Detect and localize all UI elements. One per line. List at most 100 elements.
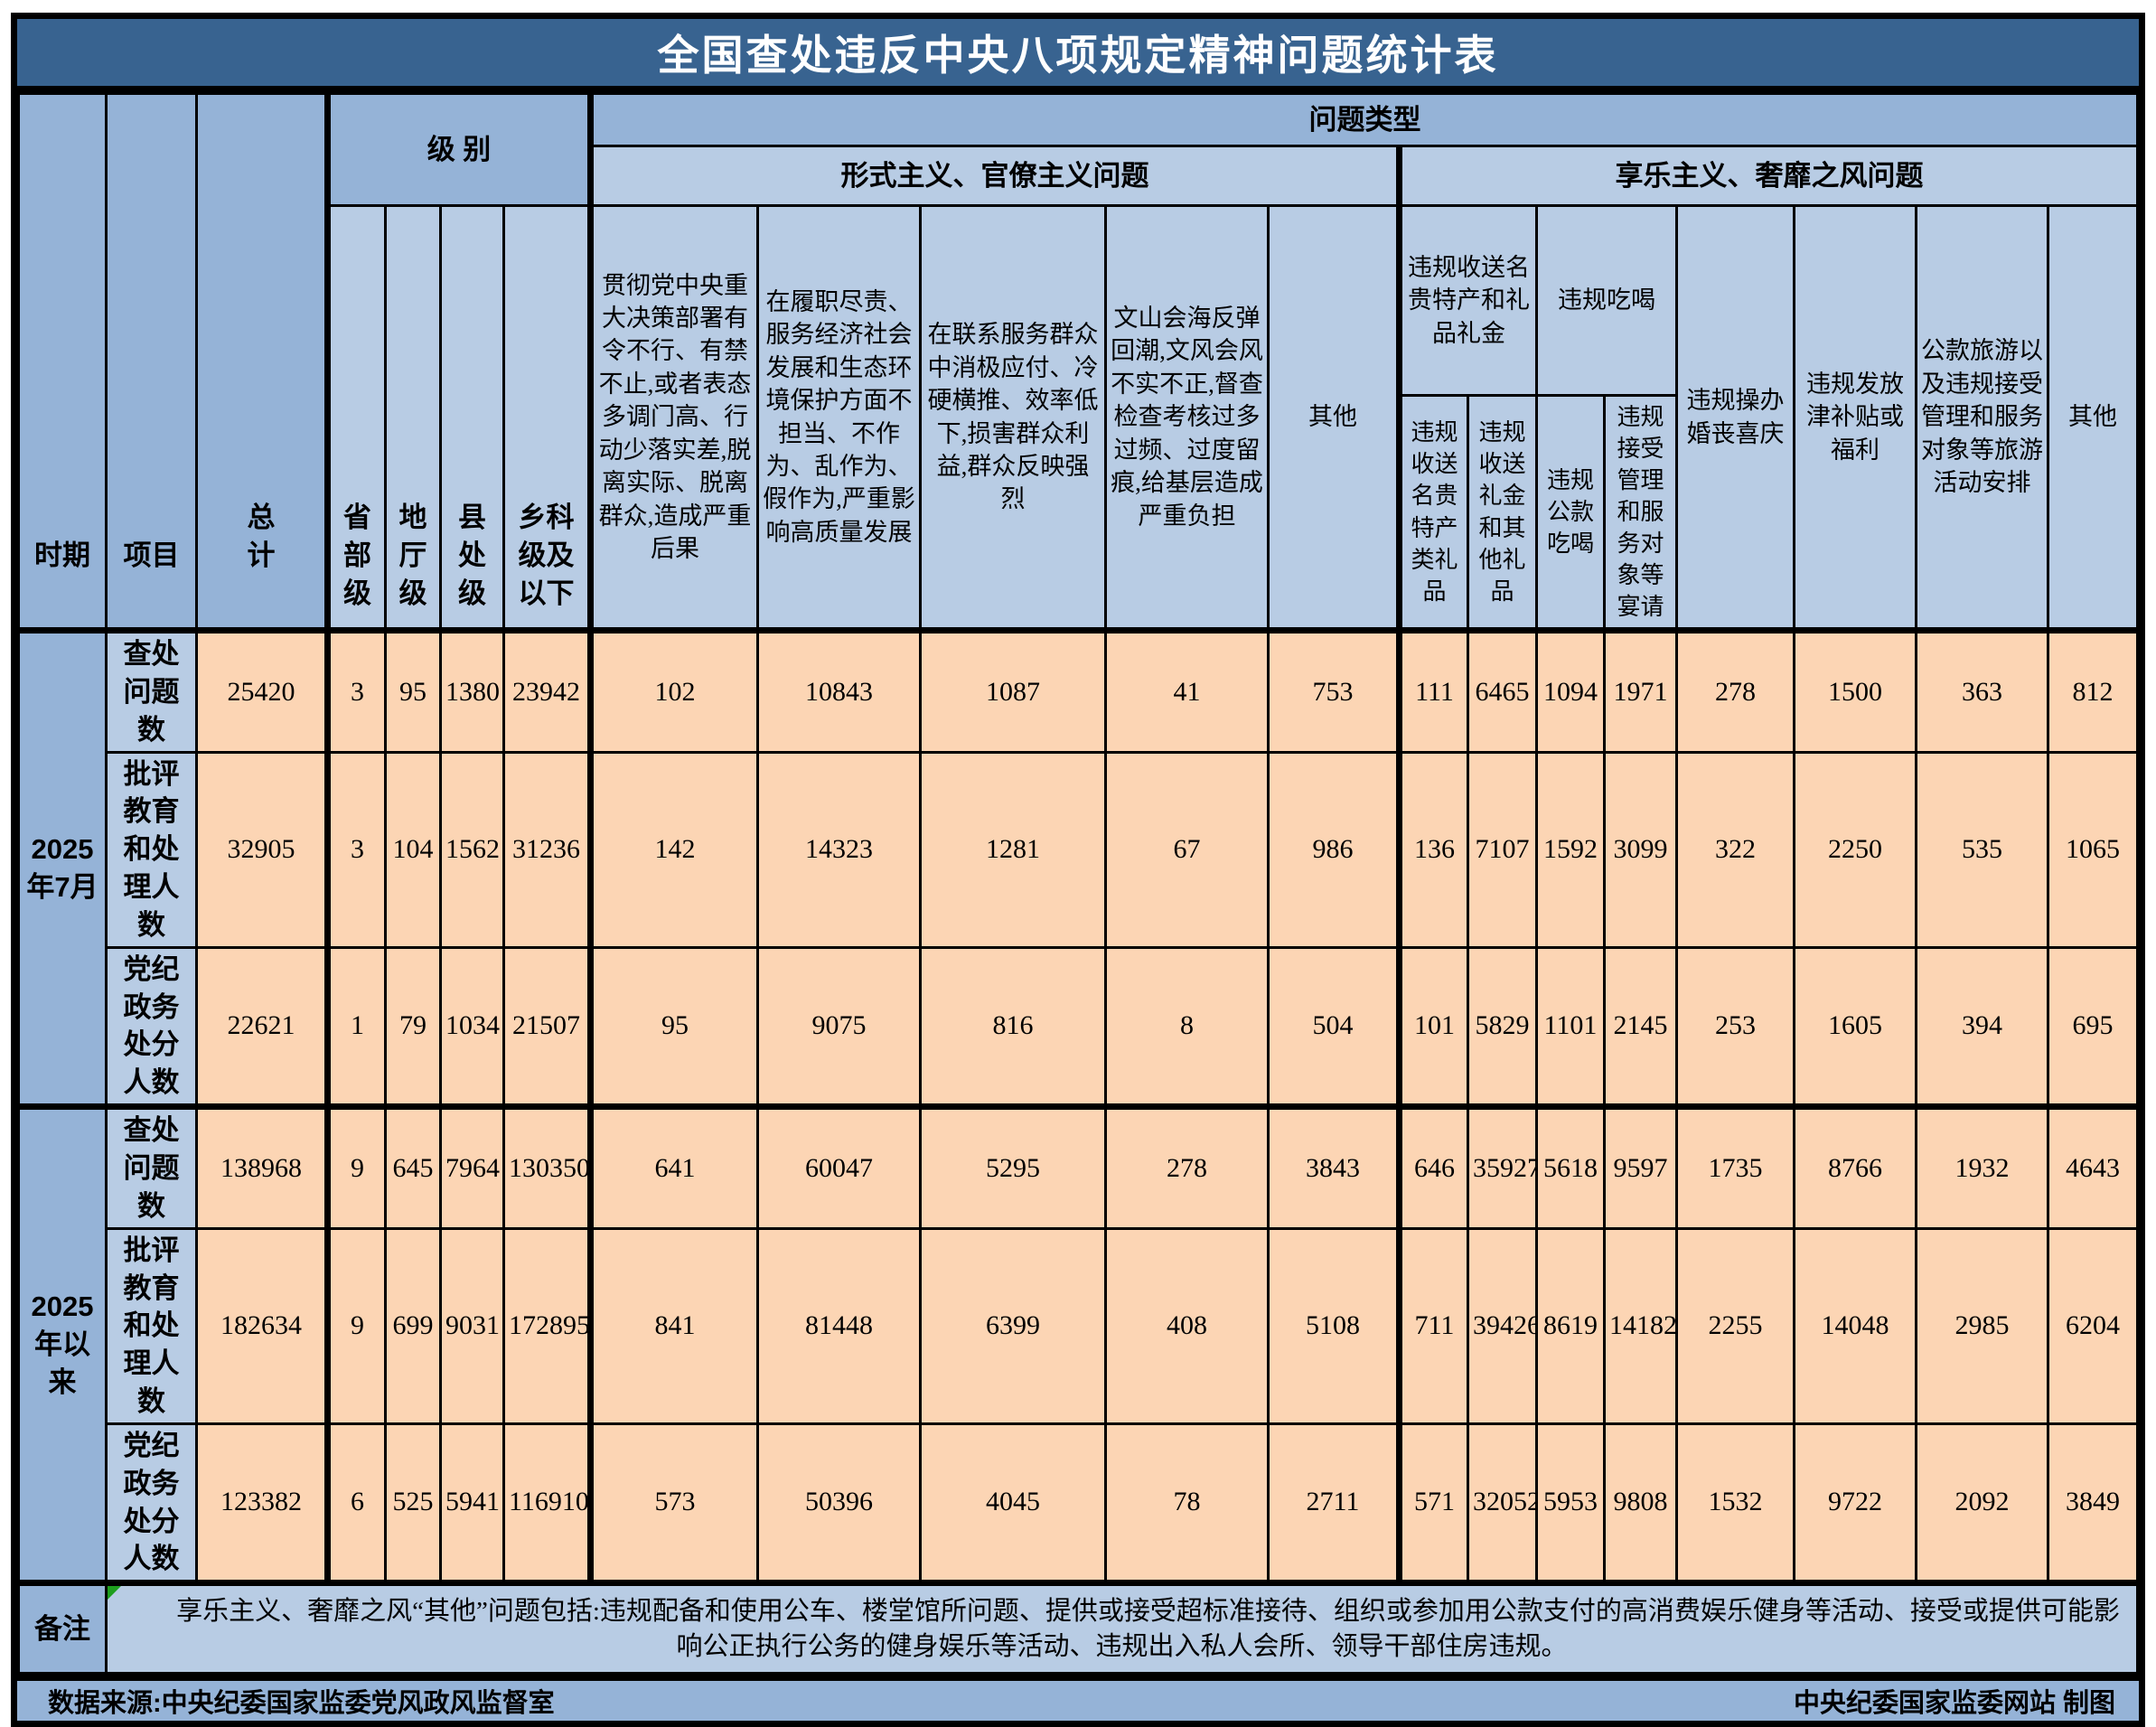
table-row: 党纪政务处分人数 123382 6 525 5941 116910 573 50396 4045…	[19, 1422, 2139, 1585]
value-cell: 142	[587, 750, 759, 949]
value-cell: 8766	[1793, 1103, 1917, 1230]
header-desc-col-masses: 在联系服务群众中消极应付、冷硬横推、效率低下,损害群众利益,群众反映强烈	[919, 204, 1107, 632]
header-level-col-township: 乡科级及以下	[502, 204, 592, 632]
value-cell: 130350	[502, 1103, 592, 1230]
header-total: 总 计	[195, 92, 329, 632]
row-label: 查处问题数	[105, 627, 198, 754]
value-cell: 60047	[756, 1103, 922, 1230]
value-cell: 5295	[919, 1103, 1107, 1230]
value-cell: 641	[587, 1103, 759, 1230]
value-cell: 986	[1267, 750, 1401, 949]
header-subcol-public-dining: 违规公款吃喝	[1535, 394, 1606, 632]
header-formalism-other-col: 其他	[1267, 204, 1401, 632]
period-label: 2025年以来	[17, 1103, 108, 1585]
header-travel-col: 公款旅游以及违规接受管理和服务对象等旅游活动安排	[1915, 204, 2049, 632]
value-cell: 95	[384, 627, 442, 754]
value-cell: 1380	[439, 627, 505, 754]
value-cell: 95	[587, 945, 759, 1109]
value-cell: 6399	[919, 1226, 1107, 1425]
value-cell: 1281	[919, 750, 1107, 949]
value-cell: 172895	[502, 1226, 592, 1425]
value-cell: 39426	[1467, 1226, 1538, 1425]
stats-table: 时期 项目 总 计 级 别 问题类型 形式主义、官僚主义问题 享乐主义、奢靡之风…	[17, 92, 2139, 1675]
header-gift-subgroup: 违规收送名贵特产和礼品礼金	[1396, 204, 1538, 397]
value-cell: 1034	[439, 945, 505, 1109]
value-cell: 5618	[1535, 1103, 1606, 1230]
table-row: 党纪政务处分人数 22621 1 79 1034 21507 95 9075 816 8 504 10…	[19, 945, 2139, 1109]
value-cell: 2255	[1675, 1226, 1795, 1425]
header-subcol-gift-specialty: 违规收送名贵特产类礼品	[1396, 394, 1469, 632]
value-cell: 278	[1675, 627, 1795, 754]
value-cell: 136	[1396, 750, 1469, 949]
value-cell: 525	[384, 1422, 442, 1585]
header-problem-type-group: 问题类型	[587, 92, 2139, 147]
value-cell: 1	[324, 945, 387, 1109]
value-cell: 408	[1104, 1226, 1270, 1425]
value-cell: 14048	[1793, 1226, 1917, 1425]
value-cell: 1532	[1675, 1422, 1795, 1585]
value-cell: 102	[587, 627, 759, 754]
value-cell: 78	[1104, 1422, 1270, 1585]
value-cell: 22621	[195, 945, 329, 1109]
value-cell: 1094	[1535, 627, 1606, 754]
note-text: 享乐主义、奢靡之风“其他”问题包括:违规配备和使用公车、楼堂馆所问题、提供或接受…	[176, 1596, 2120, 1661]
table-row: 2025年以来 查处问题数 138968 9 645 7964 130350 641 60047…	[17, 1103, 2139, 1585]
row-label: 批评教育和处理人数	[105, 750, 198, 949]
value-cell: 5941	[439, 1422, 505, 1585]
value-cell: 278	[1104, 1103, 1270, 1230]
value-cell: 31236	[502, 750, 592, 949]
value-cell: 104	[384, 750, 442, 949]
value-cell: 812	[2047, 627, 2139, 754]
header-dining-subgroup: 违规吃喝	[1535, 204, 1678, 397]
value-cell: 9	[324, 1103, 387, 1230]
value-cell: 4643	[2047, 1103, 2139, 1230]
value-cell: 535	[1915, 750, 2049, 949]
value-cell: 101	[1396, 945, 1469, 1109]
value-cell: 3849	[2047, 1422, 2139, 1585]
value-cell: 3	[324, 627, 387, 754]
value-cell: 9722	[1793, 1422, 1917, 1585]
value-cell: 32052	[1467, 1422, 1538, 1585]
value-cell: 5829	[1467, 945, 1538, 1109]
value-cell: 138968	[195, 1103, 329, 1230]
data-body: 2025年7月 查处问题数 25420 3 95 1380 23942 102 10843 108…	[17, 626, 2139, 1585]
value-cell: 123382	[195, 1422, 329, 1585]
value-cell: 79	[384, 945, 442, 1109]
value-cell: 3843	[1267, 1103, 1401, 1230]
value-cell: 753	[1267, 627, 1401, 754]
value-cell: 841	[587, 1226, 759, 1425]
header-subcol-banquet: 违规接受管理和服务对象等宴请	[1603, 394, 1678, 632]
value-cell: 253	[1675, 945, 1795, 1109]
header-row: 形式主义、官僚主义问题 享乐主义、奢靡之风问题	[19, 145, 2139, 207]
value-cell: 7964	[439, 1103, 505, 1230]
value-cell: 41	[1104, 627, 1270, 754]
value-cell: 1592	[1535, 750, 1606, 949]
header-allowance-col: 违规发放津补贴或福利	[1793, 204, 1917, 632]
header-hedonism-group: 享乐主义、奢靡之风问题	[1396, 145, 2139, 207]
value-cell: 695	[2047, 945, 2139, 1109]
value-cell: 322	[1675, 750, 1795, 949]
value-cell: 5953	[1535, 1422, 1606, 1585]
value-cell: 9031	[439, 1226, 505, 1425]
title-bar: 全国查处违反中央八项规定精神问题统计表	[17, 19, 2139, 92]
note-row: 备注 享乐主义、奢靡之风“其他”问题包括:违规配备和使用公车、楼堂馆所问题、提供…	[17, 1580, 2139, 1675]
value-cell: 1065	[2047, 750, 2139, 949]
value-cell: 6	[324, 1422, 387, 1585]
table-row: 批评教育和处理人数 32905 3 104 1562 31236 142 14323 1281 6…	[19, 750, 2139, 949]
value-cell: 9808	[1603, 1422, 1678, 1585]
header-hedonism-other-col: 其他	[2047, 204, 2139, 632]
value-cell: 9	[324, 1226, 387, 1425]
page-title: 全国查处违反中央八项规定精神问题统计表	[657, 33, 1499, 79]
value-cell: 6465	[1467, 627, 1538, 754]
value-cell: 8619	[1535, 1226, 1606, 1425]
value-cell: 116910	[502, 1422, 592, 1585]
header-level-group: 级 别	[324, 92, 592, 207]
value-cell: 50396	[756, 1422, 922, 1585]
value-cell: 111	[1396, 627, 1469, 754]
value-cell: 1500	[1793, 627, 1917, 754]
value-cell: 1101	[1535, 945, 1606, 1109]
value-cell: 10843	[756, 627, 922, 754]
row-label: 批评教育和处理人数	[105, 1226, 198, 1425]
header-desc-col-duty: 在履职尽责、服务经济社会发展和生态环境保护方面不担当、不作为、乱作为、假作为,严…	[756, 204, 922, 632]
value-cell: 711	[1396, 1226, 1469, 1425]
